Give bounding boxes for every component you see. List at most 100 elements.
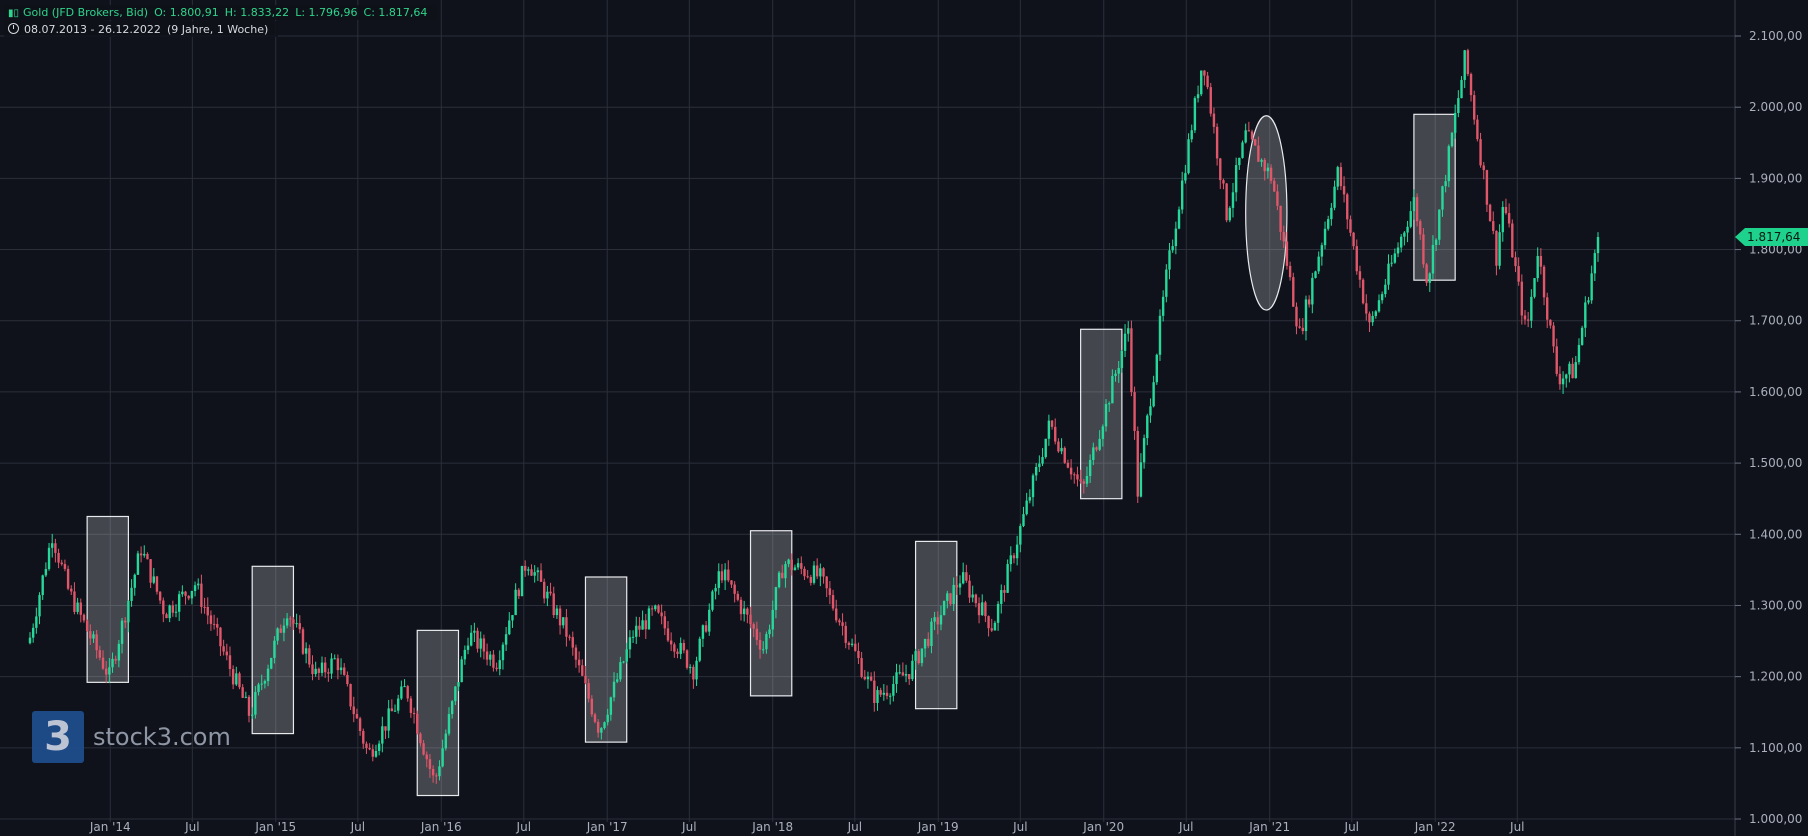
- candle-body: [1485, 170, 1489, 205]
- candle-body: [781, 572, 784, 579]
- candle-body: [1482, 165, 1485, 171]
- candle-body: [698, 638, 701, 661]
- candle-body: [200, 583, 203, 607]
- candle-body: [41, 575, 44, 596]
- candle-body: [638, 625, 641, 630]
- candle-body: [193, 585, 197, 591]
- candle-body: [812, 565, 816, 583]
- candle-body: [892, 684, 895, 696]
- candle-body: [79, 602, 82, 615]
- candle-body: [1085, 475, 1089, 484]
- candle-body: [1247, 130, 1251, 132]
- candle-body: [98, 650, 102, 658]
- candle-body: [727, 569, 730, 581]
- candle-body: [1295, 306, 1298, 327]
- period-label: (9 Jahre, 1 Woche): [166, 23, 269, 36]
- candle-body: [403, 686, 406, 688]
- candle-body: [155, 576, 159, 592]
- candle-body: [1082, 481, 1085, 484]
- x-tick-label: Jan '21: [1248, 820, 1290, 834]
- candle-body: [1006, 564, 1009, 593]
- candle-body: [130, 587, 133, 601]
- candle-body: [1311, 277, 1314, 305]
- candle-body: [85, 620, 89, 632]
- annotation-rect: [251, 565, 295, 735]
- candlestick-icon: ▮▯: [8, 8, 20, 19]
- price-axis: 1.000,00 1.100,00 1.200,00 1.300,00 1.400,00…: [1734, 0, 1802, 836]
- candle-body: [438, 766, 441, 777]
- candle-body: [35, 616, 38, 628]
- y-tick-label: 1.100,00: [1749, 741, 1802, 755]
- candle-body: [1463, 50, 1466, 80]
- x-tick-label: Jan '16: [420, 820, 462, 834]
- candle-body: [212, 623, 216, 625]
- candle-body: [89, 631, 92, 639]
- candle-body: [901, 672, 905, 676]
- candle-body: [1212, 113, 1216, 127]
- candle-body: [1596, 237, 1600, 254]
- candle-body: [28, 637, 32, 644]
- candle-body: [95, 634, 98, 651]
- candle-body: [1488, 204, 1492, 222]
- candle-body: [409, 698, 413, 713]
- candle-body: [1349, 219, 1352, 233]
- candle-body: [54, 543, 57, 553]
- candle-body: [860, 658, 863, 677]
- candle-body: [276, 628, 279, 641]
- candle-body: [1038, 463, 1041, 468]
- candle-body: [530, 569, 533, 576]
- candle-body: [1504, 206, 1508, 214]
- candle-body: [838, 620, 841, 623]
- candle-body: [1584, 302, 1587, 328]
- annotation-rect: [749, 530, 793, 697]
- annotation-layer: [86, 113, 1456, 797]
- candle-body: [114, 658, 117, 661]
- candle-body: [1165, 269, 1168, 297]
- candle-body: [304, 648, 308, 654]
- y-tick-label: 1.000,00: [1749, 812, 1802, 826]
- candle-body: [327, 672, 330, 674]
- candle-body: [482, 638, 486, 652]
- x-tick-label: Jul: [1012, 820, 1027, 834]
- candle-body: [82, 614, 86, 621]
- candle-body: [70, 588, 73, 592]
- candle-body: [330, 658, 333, 674]
- y-tick-label: 1.600,00: [1749, 385, 1802, 399]
- candle-body: [1301, 327, 1305, 332]
- candle-body: [739, 599, 743, 615]
- candle-body: [1577, 344, 1581, 363]
- candle-body: [1523, 315, 1527, 320]
- candle-body: [419, 733, 422, 744]
- candle-body: [952, 584, 955, 605]
- candle-body: [755, 628, 759, 640]
- candle-body: [498, 660, 501, 670]
- candle-body: [854, 643, 857, 651]
- candle-body: [1123, 333, 1127, 351]
- instrument-header: ▮▯ Gold (JFD Brokers, Bid) O: 1.800,91 H: 1…: [4, 5, 438, 20]
- candle-body: [971, 594, 974, 598]
- candle-body: [685, 650, 689, 668]
- candle-body: [590, 698, 594, 715]
- candle-body: [168, 605, 171, 619]
- candle-body: [736, 593, 740, 600]
- candle-body: [1168, 250, 1171, 270]
- candle-body: [120, 620, 124, 644]
- candle-body: [1374, 311, 1378, 316]
- candle-body: [841, 622, 844, 626]
- candle-body: [266, 668, 270, 682]
- candle-body: [136, 553, 140, 575]
- candle-body: [1539, 256, 1543, 267]
- candle-body: [111, 658, 114, 668]
- candle-body: [1530, 296, 1533, 321]
- candle-body: [1574, 362, 1577, 379]
- candle-body: [257, 684, 260, 693]
- candle-body: [539, 570, 543, 582]
- candle-body: [863, 676, 866, 680]
- candle-body: [1285, 241, 1289, 266]
- candle-body: [625, 649, 628, 662]
- x-tick-label: Jan '18: [751, 820, 793, 834]
- candle-body: [869, 676, 873, 681]
- candle-body: [1422, 234, 1425, 265]
- candle-body: [422, 743, 425, 755]
